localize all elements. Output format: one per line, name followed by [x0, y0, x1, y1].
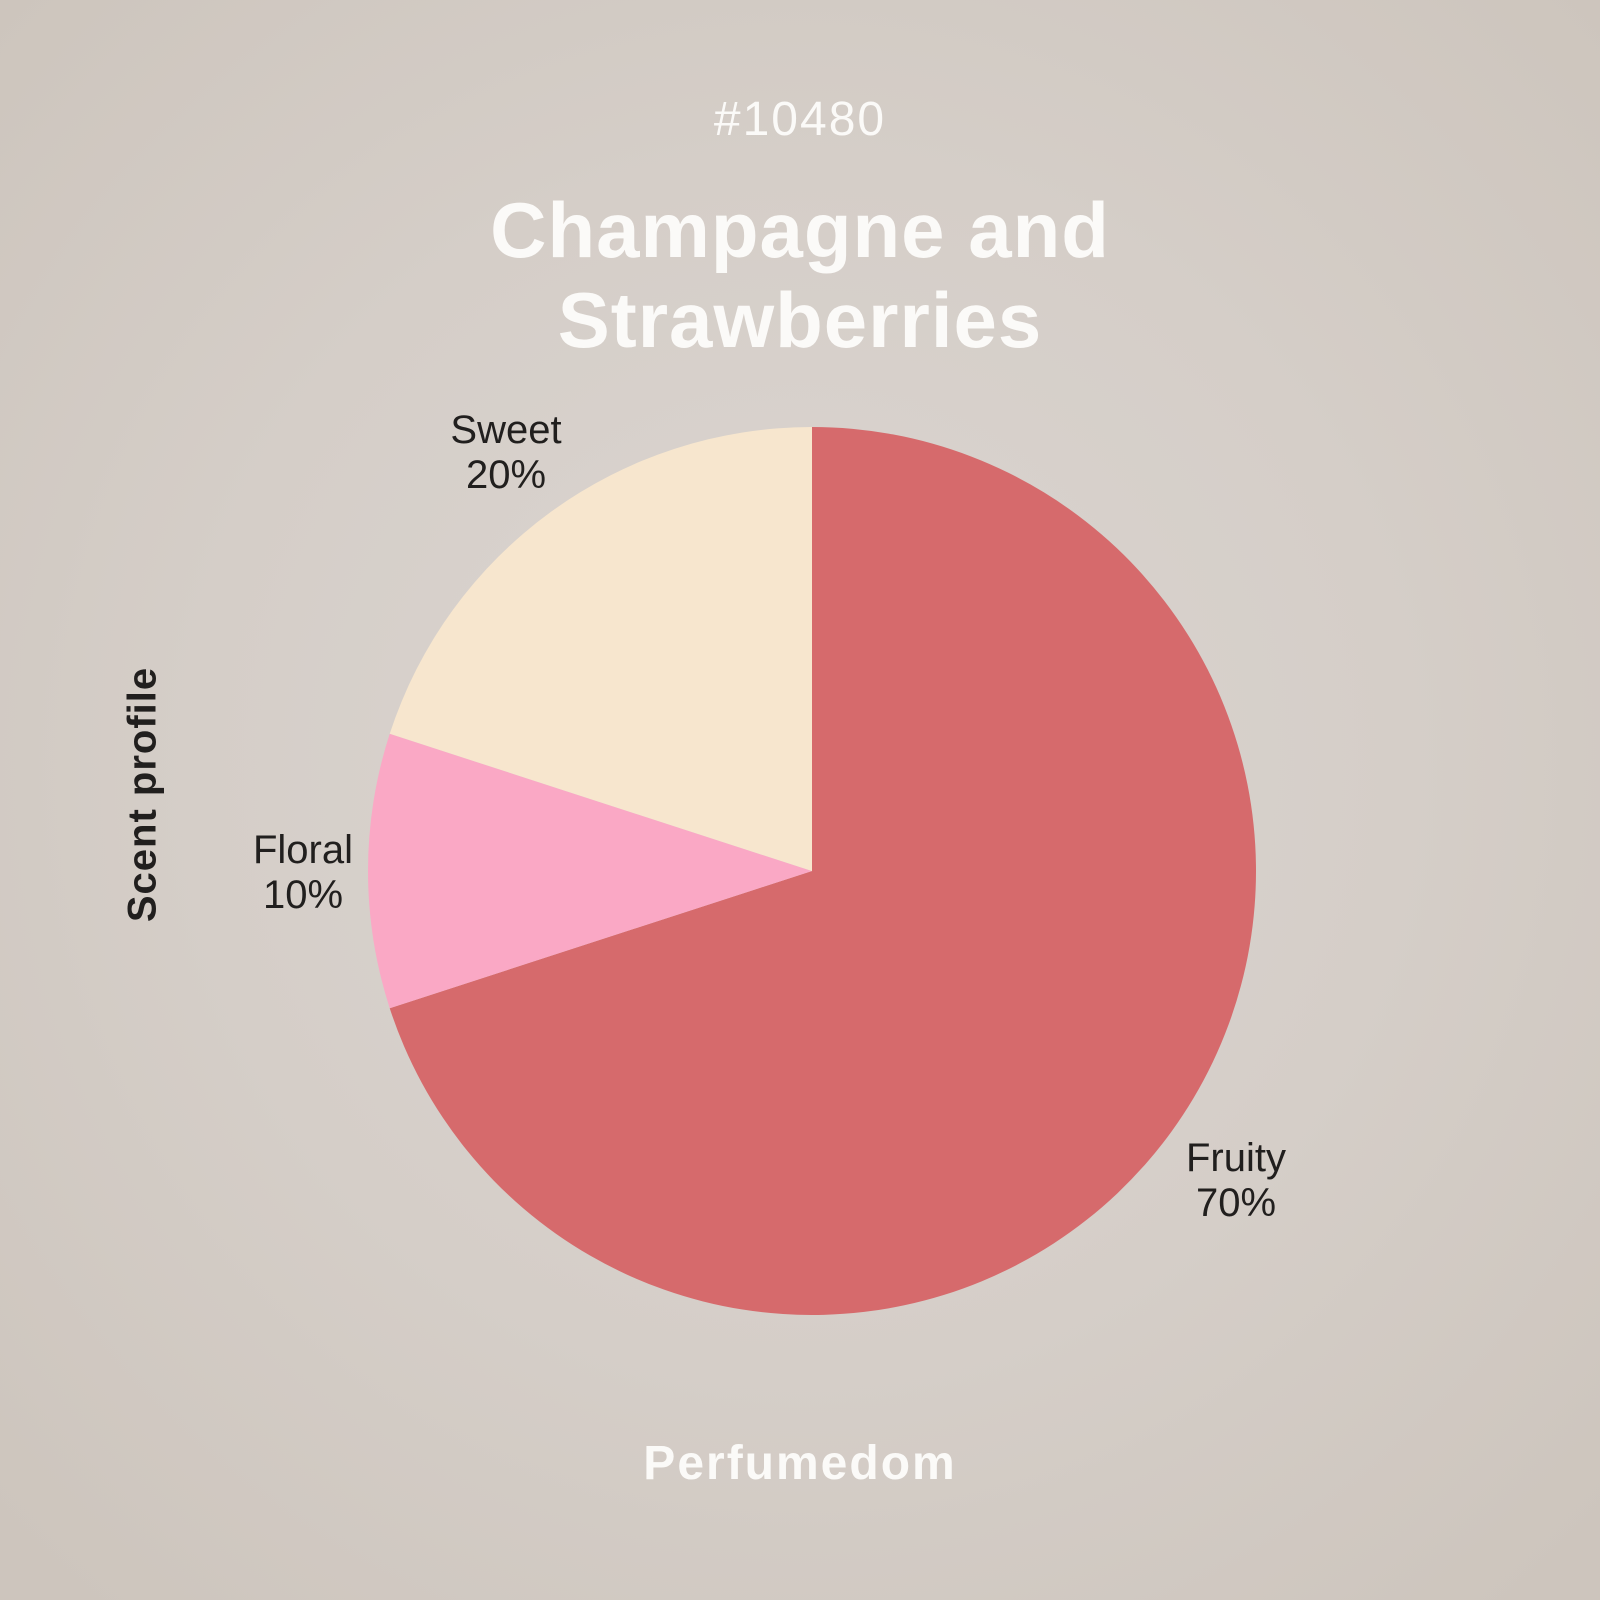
pie-slice-fruity [389, 427, 1256, 1315]
slice-label-fruity: Fruity 70% [1186, 1136, 1286, 1226]
page-title: Champagne and Strawberries [490, 186, 1110, 365]
pie-chart [368, 427, 1256, 1315]
y-axis-label: Scent profile [120, 666, 165, 923]
brand-name: Perfumedom [643, 1437, 957, 1490]
perfume-id: #10480 [713, 93, 887, 146]
slice-label-sweet: Sweet 20% [450, 408, 561, 498]
slice-value: 70% [1195, 1180, 1277, 1225]
slice-label-floral: Floral 10% [253, 828, 353, 918]
header: #10480 Champagne and Strawberries [0, 92, 1600, 366]
slice-name: Sweet [450, 408, 562, 452]
slice-value: 10% [262, 872, 344, 917]
slice-value: 20% [465, 452, 547, 497]
slice-name: Fruity [1186, 1136, 1286, 1180]
slice-name: Floral [252, 828, 354, 872]
pie-slice-floral [368, 733, 812, 1009]
pie-slice-sweet [389, 427, 812, 871]
